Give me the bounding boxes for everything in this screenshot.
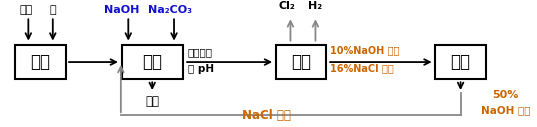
- Text: Na₂CO₃: Na₂CO₃: [148, 5, 192, 15]
- Text: 的 pH: 的 pH: [188, 65, 214, 74]
- Text: NaCl 晶体: NaCl 晶体: [242, 109, 291, 122]
- Text: 精制: 精制: [142, 53, 162, 71]
- Text: 粗盐: 粗盐: [19, 5, 33, 15]
- Text: 脱盐: 脱盐: [451, 53, 470, 71]
- Bar: [122, 45, 183, 79]
- Text: 10%NaOH 溶液: 10%NaOH 溶液: [330, 45, 400, 55]
- Text: 水: 水: [49, 5, 56, 15]
- Bar: [436, 45, 486, 79]
- Text: H₂: H₂: [308, 2, 323, 11]
- Text: 调节滤液: 调节滤液: [188, 47, 213, 57]
- Bar: [276, 45, 326, 79]
- Bar: [16, 45, 66, 79]
- Text: 16%NaCl 溶液: 16%NaCl 溶液: [330, 63, 394, 73]
- Text: 电解: 电解: [291, 53, 311, 71]
- Text: 化盐: 化盐: [31, 53, 50, 71]
- Text: 50%: 50%: [492, 90, 519, 100]
- Text: NaOH 溶液: NaOH 溶液: [481, 105, 531, 115]
- Text: 沉淀: 沉淀: [145, 95, 159, 108]
- Text: NaOH: NaOH: [104, 5, 140, 15]
- Text: Cl₂: Cl₂: [278, 2, 295, 11]
